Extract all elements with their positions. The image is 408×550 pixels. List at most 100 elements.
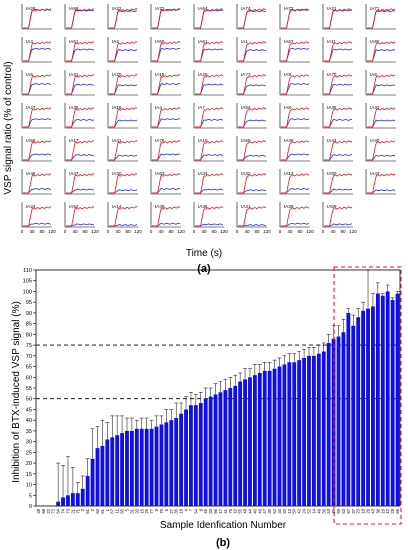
mini-plot-axes — [193, 103, 224, 129]
treated-curve — [109, 49, 138, 62]
panel-a-ylabel: VSP signal ratio (% of control) — [3, 61, 14, 194]
panel-b-xlabel: Sample Idenfication Number — [160, 520, 287, 531]
bar-33 — [208, 396, 213, 506]
mini-plot-label: IA67 — [284, 39, 294, 44]
mini-plot-label: IA22 — [112, 6, 122, 11]
y-tick-label: 15 — [26, 472, 32, 478]
x-tick-label: 0 — [107, 229, 110, 234]
mini-plot-IA60: IA60 — [150, 37, 181, 63]
control-curve — [281, 173, 310, 194]
x-tick-label: 48 — [243, 508, 248, 513]
mini-plot-label: IA70 — [327, 72, 337, 77]
treated-curve — [281, 153, 310, 161]
y-tick-label: 0 — [29, 504, 32, 510]
mini-plot-axes — [365, 103, 396, 129]
mini-plot-axes — [64, 70, 95, 96]
mini-plot-IA74: IA74 — [236, 4, 267, 30]
mini-plot-axes — [21, 136, 52, 162]
mini-plot-axes — [236, 169, 267, 195]
treated-curve — [367, 119, 396, 128]
plot-frame — [35, 269, 401, 507]
x-tick-label: 73 — [65, 508, 70, 513]
bar-14 — [312, 355, 316, 506]
mini-plot-axes — [279, 70, 310, 96]
control-curve — [152, 107, 181, 128]
mini-plot-IA36: IA36 0 40 80 120 — [193, 202, 228, 234]
mini-plot-IA9: IA9 — [279, 70, 310, 96]
bar-73 — [66, 495, 70, 506]
x-tick-label: 25 — [390, 508, 395, 513]
x-tick-label: 32 — [282, 508, 287, 513]
x-tick-label: 36 — [321, 508, 326, 513]
mini-plot-IA2: IA2 — [107, 37, 138, 63]
bar-38 — [375, 293, 380, 506]
control-curve — [66, 140, 95, 161]
control-curve — [23, 8, 52, 29]
mini-plot-IA3: IA3 — [21, 37, 52, 63]
control-curve — [66, 8, 95, 29]
mini-plot-label: IA6 — [370, 72, 377, 77]
bar-74 — [61, 497, 65, 506]
bar-40 — [252, 375, 257, 506]
x-tick-label: 47 — [262, 508, 267, 513]
x-tick-label: 0 — [193, 229, 196, 234]
bar-5 — [125, 430, 129, 506]
control-curve — [281, 8, 310, 29]
bar-32 — [282, 364, 287, 506]
mini-plot-axes — [193, 169, 224, 195]
mini-plot-axes — [193, 70, 224, 96]
bar-62 — [272, 368, 277, 506]
treated-curve — [367, 189, 396, 194]
mini-plot-IA27: IA27 — [21, 103, 52, 129]
x-tick-label: 57 — [346, 508, 351, 513]
x-tick-label: 37 — [351, 508, 356, 513]
treated-curve — [238, 84, 267, 95]
bar-55 — [238, 381, 243, 506]
x-tick-label: 0 — [21, 229, 24, 234]
mini-plot-label: IA32 — [241, 171, 251, 176]
mini-plot-label: IA19 — [112, 105, 122, 110]
x-tick-label: 44 — [247, 508, 252, 513]
x-tick-label: 80 — [168, 229, 174, 234]
x-tick-label: 40 — [115, 229, 121, 234]
mini-plot-axes — [365, 37, 396, 63]
bar-53 — [326, 342, 331, 506]
x-tick-label: 21 — [70, 508, 75, 513]
mini-plot-axes — [150, 37, 181, 63]
y-tick-label: 5 — [29, 493, 32, 499]
mini-plot-IA40: IA40 — [365, 136, 396, 162]
bar-51 — [85, 475, 90, 506]
control-curve — [324, 206, 353, 227]
mini-plot-label: IA35 — [69, 105, 79, 110]
mini-plot-label: IA33 — [370, 105, 380, 110]
mini-plot-IA34: IA34 — [193, 169, 224, 195]
mini-plot-IA10: IA10 — [193, 136, 224, 162]
x-tick-label: 80 — [297, 229, 303, 234]
mini-plot-label: IA47 — [69, 171, 79, 176]
treated-curve — [66, 154, 95, 161]
mini-plot-label: IA39 — [284, 204, 294, 209]
mini-plot-IA56: IA56 — [21, 136, 52, 162]
bar-7 — [189, 405, 193, 506]
x-tick-label: 64 — [56, 508, 61, 513]
x-tick-label: 77 — [149, 508, 154, 513]
x-tick-label: 50 — [292, 508, 297, 513]
mini-plot-label: IA41 — [112, 138, 122, 143]
x-tick-label: 27 — [169, 508, 174, 513]
x-tick-label: 120 — [134, 229, 142, 234]
mini-plot-label: IA54 — [241, 105, 251, 110]
treated-curve — [195, 48, 224, 62]
mini-plot-label: IA7 — [198, 105, 205, 110]
mini-plot-IA6: IA6 — [365, 70, 396, 96]
bar-41 — [223, 390, 228, 506]
mini-plot-label: IA40 — [370, 138, 380, 143]
mini-plot-axes — [21, 169, 52, 195]
mini-plot-label: IA1 — [241, 39, 248, 44]
mini-plot-label: IA61 — [198, 39, 208, 44]
control-curve — [23, 107, 52, 128]
mini-plot-axes — [150, 202, 181, 228]
mini-plot-axes — [322, 70, 353, 96]
treated-curve — [238, 10, 267, 29]
x-tick-label: 39 — [331, 508, 336, 513]
mini-plot-IA73: IA73 — [279, 4, 310, 30]
